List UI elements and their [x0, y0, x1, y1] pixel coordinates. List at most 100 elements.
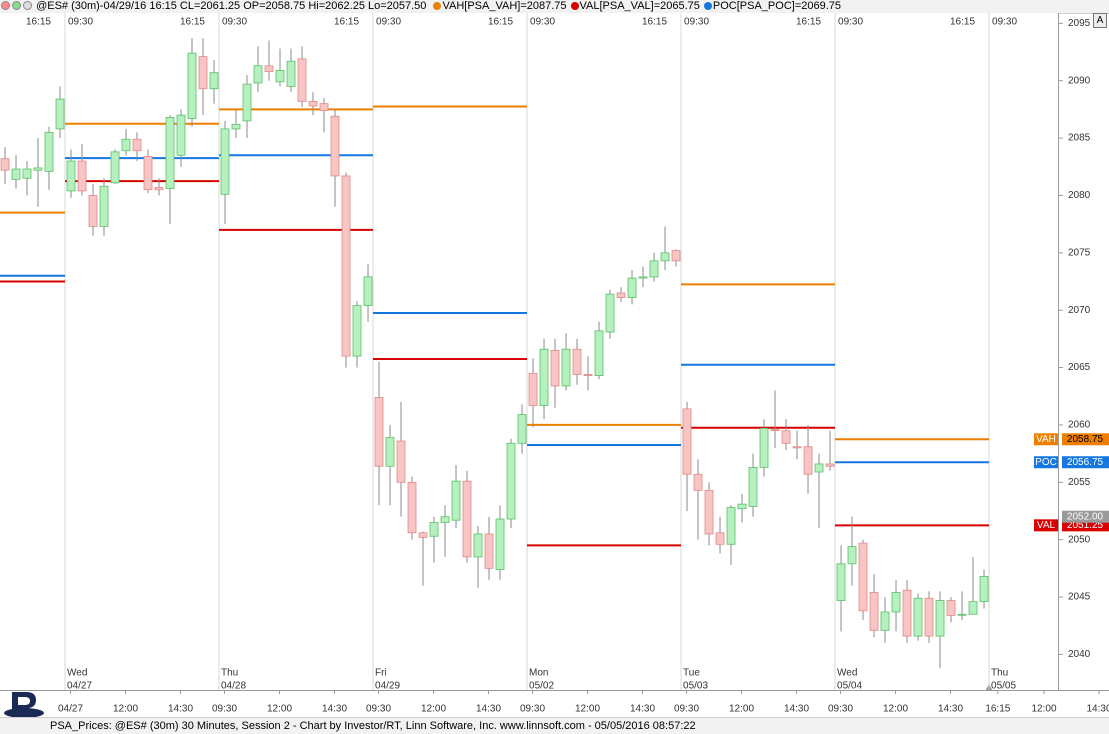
candle-body [176, 114, 186, 156]
candle-body [781, 430, 791, 444]
candle-body [649, 260, 659, 278]
study-dot [570, 2, 579, 10]
session-close-label: 16:15 [26, 17, 51, 28]
candle-body [858, 542, 868, 612]
candle-body [319, 103, 329, 111]
candle-body [242, 83, 252, 122]
candle-body [264, 65, 274, 72]
session-close-label: 16:15 [642, 17, 667, 28]
study-dot [703, 2, 712, 10]
x-tick-label: 09:30 [212, 704, 237, 715]
candle-body [946, 600, 956, 616]
study-list: VAH[PSA_VAH]=2087.75 VAL[PSA_VAL]=2065.75… [429, 0, 841, 12]
footer-text: PSA_Prices: @ES# (30m) 30 Minutes, Sessi… [50, 720, 696, 732]
candle-body [682, 408, 692, 475]
x-tick-label: 09:30 [828, 704, 853, 715]
candle-body [869, 592, 879, 631]
date-label: 05/02 [529, 681, 554, 692]
x-tick-label: 14:30 [630, 704, 655, 715]
candle-body [418, 532, 428, 538]
candle-body [660, 252, 670, 262]
x-tick-label: 12:00 [1032, 704, 1057, 715]
candle-body [253, 65, 263, 84]
level-tag-value: 2056.75 [1067, 457, 1104, 468]
candle-body [627, 277, 637, 298]
candle-body [330, 115, 340, 177]
candle-body [891, 592, 901, 613]
candle-body [209, 72, 219, 90]
y-tick-label: 2045 [1068, 592, 1091, 603]
date-label: 05/05 [991, 681, 1016, 692]
x-tick-label: 12:00 [421, 704, 446, 715]
candle-body [440, 516, 450, 523]
candle-body [473, 533, 483, 558]
candle-body [297, 58, 307, 102]
candle-body [979, 576, 989, 603]
candle-body [726, 507, 736, 545]
window-button[interactable] [1, 1, 10, 10]
y-tick-label: 2095 [1068, 18, 1091, 29]
candle-body [803, 446, 813, 475]
window-button[interactable] [23, 1, 32, 10]
x-tick-label: 09:30 [366, 704, 391, 715]
level-tag-value: 2058.75 [1067, 434, 1104, 445]
candle-body [165, 117, 175, 189]
x-tick-label: 16:15 [985, 704, 1010, 715]
x-tick-label: 12:00 [883, 704, 908, 715]
candle-body [759, 427, 769, 468]
candle-body [561, 348, 571, 387]
study-value: VAL[PSA_VAL]=2065.75 [579, 0, 700, 12]
candle-body [539, 348, 549, 406]
x-tick-label: 12:00 [575, 704, 600, 715]
x-tick-label: 14:30 [476, 704, 501, 715]
level-tag-name: POC [1035, 457, 1057, 468]
auto-scale-button[interactable]: A [1093, 13, 1107, 28]
candle-body [154, 187, 164, 191]
x-tick-label: 14:30 [938, 704, 963, 715]
candle-body [66, 160, 76, 192]
candle-body [737, 503, 747, 510]
candle-body [22, 168, 32, 179]
candle-body [902, 589, 912, 637]
plot-area [0, 13, 1058, 690]
session-close-label: 16:15 [796, 17, 821, 28]
date-label: 04/28 [221, 681, 246, 692]
session-open-label: 09:30 [530, 17, 555, 28]
candle-body [462, 480, 472, 558]
plot [0, 13, 990, 690]
candle-body [231, 123, 241, 130]
candle-body [396, 440, 406, 483]
candle-body [187, 52, 197, 119]
y-tick-label: 2060 [1068, 420, 1091, 431]
y-tick-label: 2065 [1068, 362, 1091, 373]
footer: PSA_Prices: @ES# (30m) 30 Minutes, Sessi… [0, 717, 1109, 734]
y-tick-label: 2055 [1068, 477, 1091, 488]
candle-body [286, 60, 296, 87]
y-tick-label: 2040 [1068, 649, 1091, 660]
x-tick-label: 09:30 [520, 704, 545, 715]
session-close-label: 16:15 [180, 17, 205, 28]
candle-body [451, 480, 461, 521]
candle-body [847, 546, 857, 565]
candle-body [968, 601, 978, 615]
candle-body [605, 293, 615, 333]
candle-body [55, 98, 65, 130]
candle-body [594, 330, 604, 376]
candle-body [220, 128, 230, 195]
candle-body [935, 600, 945, 637]
candle-body [374, 396, 384, 467]
x-tick-label: 12:00 [267, 704, 292, 715]
candle-body [880, 611, 890, 631]
candle-body [528, 372, 538, 406]
window-button[interactable] [12, 1, 21, 10]
level-tag-name-box [1034, 456, 1058, 469]
candle-body [352, 305, 362, 357]
date-label: 05/03 [683, 681, 708, 692]
day-label: Thu [991, 668, 1008, 679]
y-tick-label: 2070 [1068, 305, 1091, 316]
day-label: Tue [683, 668, 700, 679]
candle-body [638, 276, 648, 279]
candle-body [110, 151, 120, 184]
candle-body [715, 532, 725, 545]
